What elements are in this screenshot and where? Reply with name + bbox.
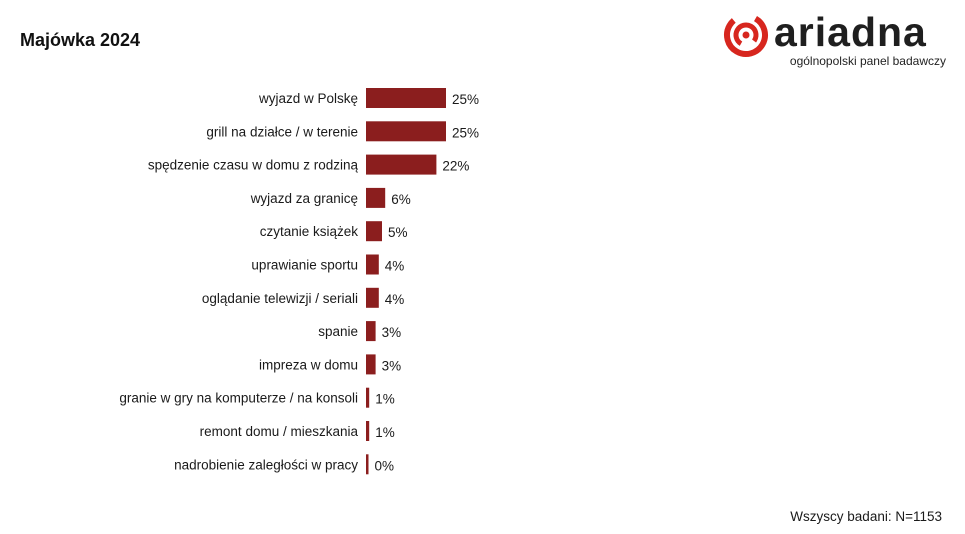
value-label: 25%: [452, 125, 479, 140]
category-label: grill na działce / w terenie: [206, 124, 358, 139]
bar: [366, 88, 446, 108]
category-label: czytanie książek: [260, 224, 359, 239]
value-label: 1%: [375, 425, 395, 440]
bar: [366, 221, 382, 242]
chart-title: Majówka 2024: [20, 30, 141, 50]
category-label: remont domu / mieszkania: [200, 424, 359, 439]
value-label: 22%: [442, 159, 469, 174]
value-label: 4%: [385, 292, 405, 307]
value-label: 25%: [452, 92, 479, 107]
bar: [366, 354, 376, 375]
value-label: 4%: [385, 259, 405, 274]
category-label: granie w gry na komputerze / na konsoli: [119, 391, 358, 406]
category-label: wyjazd za granicę: [250, 191, 358, 206]
value-label: 0%: [375, 458, 395, 473]
logo-tagline: ogólnopolski panel badawczy: [789, 54, 946, 68]
category-label: uprawianie sportu: [251, 258, 358, 273]
bar: [366, 321, 376, 342]
category-label: nadrobienie zaległości w pracy: [174, 457, 358, 472]
category-label: wyjazd w Polskę: [258, 91, 358, 106]
sample-size-note: Wszyscy badani: N=1153: [790, 509, 942, 524]
category-label: spędzenie czasu w domu z rodziną: [148, 158, 359, 173]
bar: [366, 154, 437, 175]
bar: [366, 254, 379, 275]
category-label: spanie: [318, 324, 358, 339]
logo-wordmark: ariadna: [774, 9, 927, 55]
category-label: oglądanie telewizji / seriali: [202, 291, 358, 306]
ariadna-spiral-icon: [724, 12, 768, 57]
bar: [366, 187, 386, 208]
bar: [366, 454, 369, 475]
value-label: 1%: [375, 392, 395, 407]
bar: [366, 421, 370, 441]
value-label: 3%: [382, 358, 402, 373]
value-label: 3%: [382, 325, 402, 340]
bar: [366, 387, 370, 408]
ariadna-logo: ariadna ogólnopolski panel badawczy: [722, 9, 952, 72]
value-label: 6%: [391, 192, 411, 207]
bar: [366, 287, 379, 308]
value-label: 5%: [388, 225, 408, 240]
category-label: impreza w domu: [259, 357, 358, 372]
bar: [366, 121, 446, 142]
